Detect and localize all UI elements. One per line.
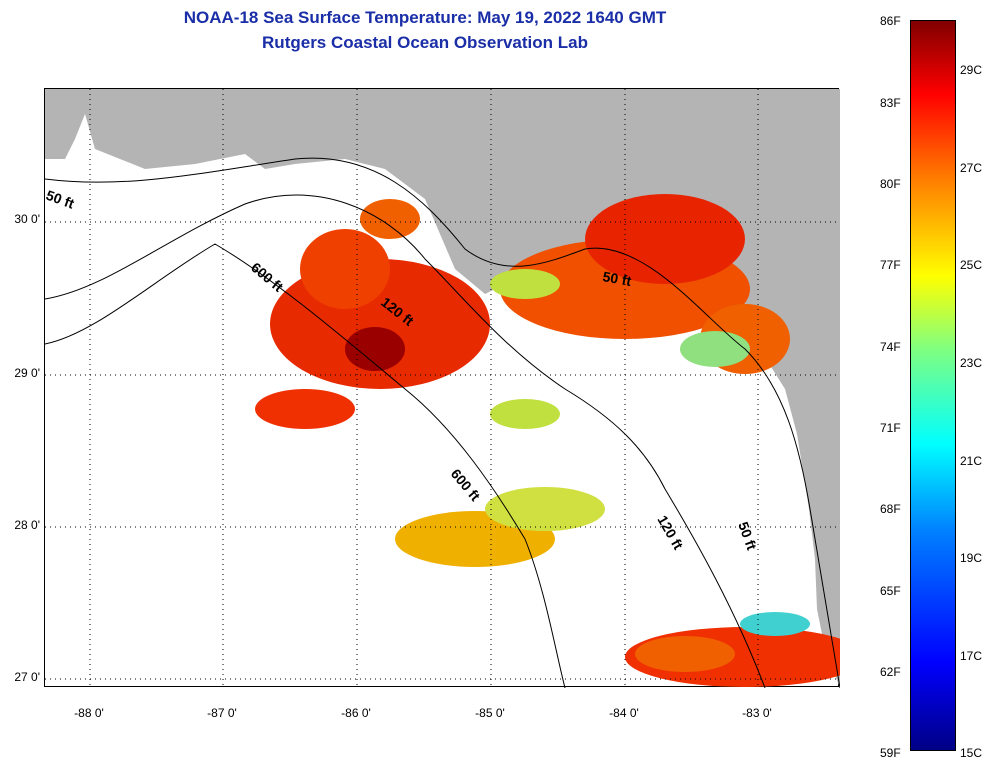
colorbar-f-label: 74F — [880, 340, 901, 354]
x-tick-label: -83 0' — [742, 706, 772, 720]
colorbar-c-label: 15C — [960, 746, 983, 760]
land-area — [45, 89, 840, 688]
map-title: NOAA-18 Sea Surface Temperature: May 19,… — [183, 8, 667, 27]
colorbar — [910, 20, 956, 751]
colorbar-f-label: 86F — [880, 14, 901, 28]
contour-600ft — [45, 243, 566, 688]
map-subtitle: Rutgers Coastal Ocean Observation Lab — [262, 33, 588, 52]
colorbar-f-label: 62F — [880, 665, 901, 679]
colorbar-c-label: 27C — [960, 161, 983, 175]
contour-label: 600 ft — [248, 259, 287, 295]
contour-label: 50 ft — [735, 520, 760, 553]
colorbar-c-label: 29C — [960, 63, 983, 77]
colorbar-c-label: 19C — [960, 551, 983, 565]
y-tick-label: 30 0' — [14, 212, 40, 226]
x-tick-label: -85 0' — [475, 706, 505, 720]
colorbar-f-label: 83F — [880, 96, 901, 110]
contour-label: 50 ft — [45, 187, 77, 212]
colorbar-f-label: 77F — [880, 258, 901, 272]
y-tick-label: 27 0' — [14, 670, 40, 684]
x-tick-label: -84 0' — [609, 706, 639, 720]
colorbar-c-label: 17C — [960, 649, 983, 663]
sst-map: 50 ft 600 ft 120 ft 50 ft 600 ft 120 ft … — [44, 88, 840, 688]
colorbar-f-label: 59F — [880, 746, 901, 760]
colorbar-f-label: 68F — [880, 502, 901, 516]
contour-label: 600 ft — [448, 466, 484, 505]
colorbar-f-label: 65F — [880, 584, 901, 598]
colorbar-c-label: 21C — [960, 454, 983, 468]
x-tick-label: -86 0' — [341, 706, 371, 720]
contour-label: 50 ft — [601, 268, 632, 289]
contour-120ft — [45, 194, 766, 688]
colorbar-c-label: 23C — [960, 356, 983, 370]
contour-50ft — [45, 157, 840, 688]
x-tick-label: -87 0' — [207, 706, 237, 720]
colorbar-c-label: 25C — [960, 258, 983, 272]
x-tick-label: -88 0' — [74, 706, 104, 720]
y-tick-label: 29 0' — [14, 366, 40, 380]
y-tick-label: 28 0' — [14, 518, 40, 532]
colorbar-f-label: 71F — [880, 421, 901, 435]
sst-patches — [255, 194, 840, 687]
colorbar-f-label: 80F — [880, 177, 901, 191]
